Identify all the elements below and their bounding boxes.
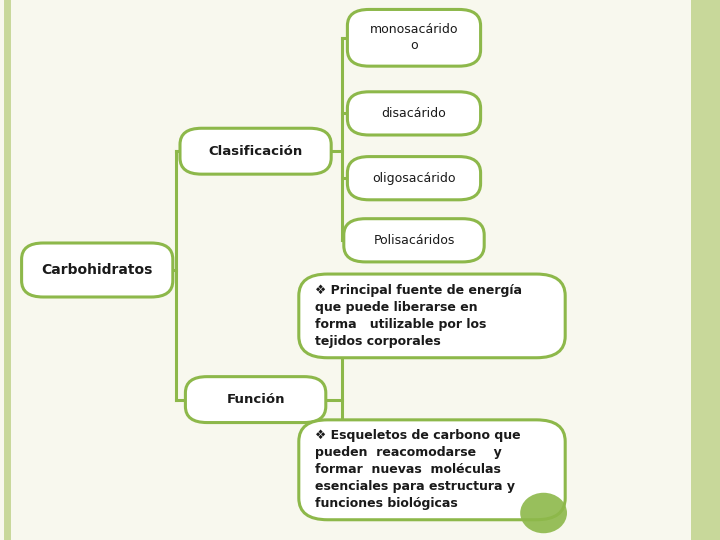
- Text: Carbohidratos: Carbohidratos: [42, 263, 153, 277]
- Text: Función: Función: [226, 393, 285, 406]
- Text: disacárido: disacárido: [382, 107, 446, 120]
- Text: ❖ Principal fuente de energía
que puede liberarse en
forma   utilizable por los
: ❖ Principal fuente de energía que puede …: [315, 284, 523, 348]
- Ellipse shape: [521, 492, 567, 534]
- Text: monosacárido
o: monosacárido o: [370, 23, 458, 52]
- FancyBboxPatch shape: [22, 243, 173, 297]
- FancyBboxPatch shape: [299, 274, 565, 358]
- FancyBboxPatch shape: [299, 420, 565, 519]
- Text: ❖ Esqueletos de carbono que
pueden  reacomodarse    y
formar  nuevas  moléculas
: ❖ Esqueletos de carbono que pueden reaco…: [315, 429, 521, 510]
- FancyBboxPatch shape: [691, 0, 720, 540]
- Text: oligosacárido: oligosacárido: [372, 172, 456, 185]
- FancyBboxPatch shape: [347, 157, 481, 200]
- FancyBboxPatch shape: [347, 9, 481, 66]
- FancyBboxPatch shape: [185, 377, 325, 422]
- FancyBboxPatch shape: [347, 92, 481, 135]
- Text: Clasificación: Clasificación: [209, 145, 302, 158]
- FancyBboxPatch shape: [344, 219, 484, 262]
- FancyBboxPatch shape: [180, 128, 331, 174]
- Text: Polisacáridos: Polisacáridos: [373, 234, 455, 247]
